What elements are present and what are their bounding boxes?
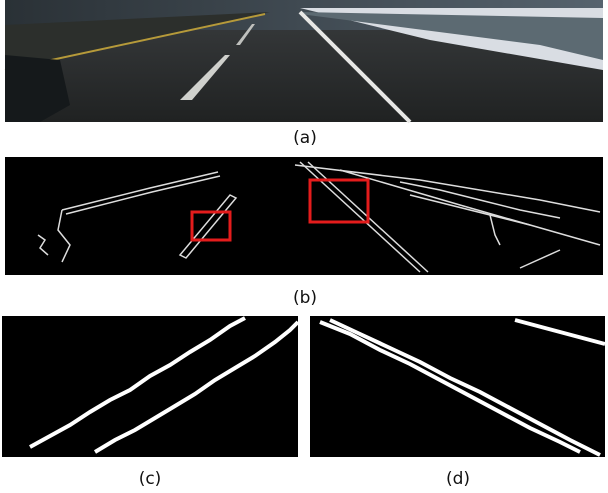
road-photo: [5, 0, 603, 122]
panel-label: (d): [446, 469, 470, 489]
figure: (a) (b) (c) (d): [0, 0, 608, 489]
panel-label: (a): [293, 128, 317, 148]
panel-label: (c): [139, 469, 162, 489]
edge-map: [5, 157, 603, 275]
zoom-left: [2, 316, 298, 457]
panel-label: (b): [293, 288, 317, 308]
zoom-right: [310, 316, 605, 457]
